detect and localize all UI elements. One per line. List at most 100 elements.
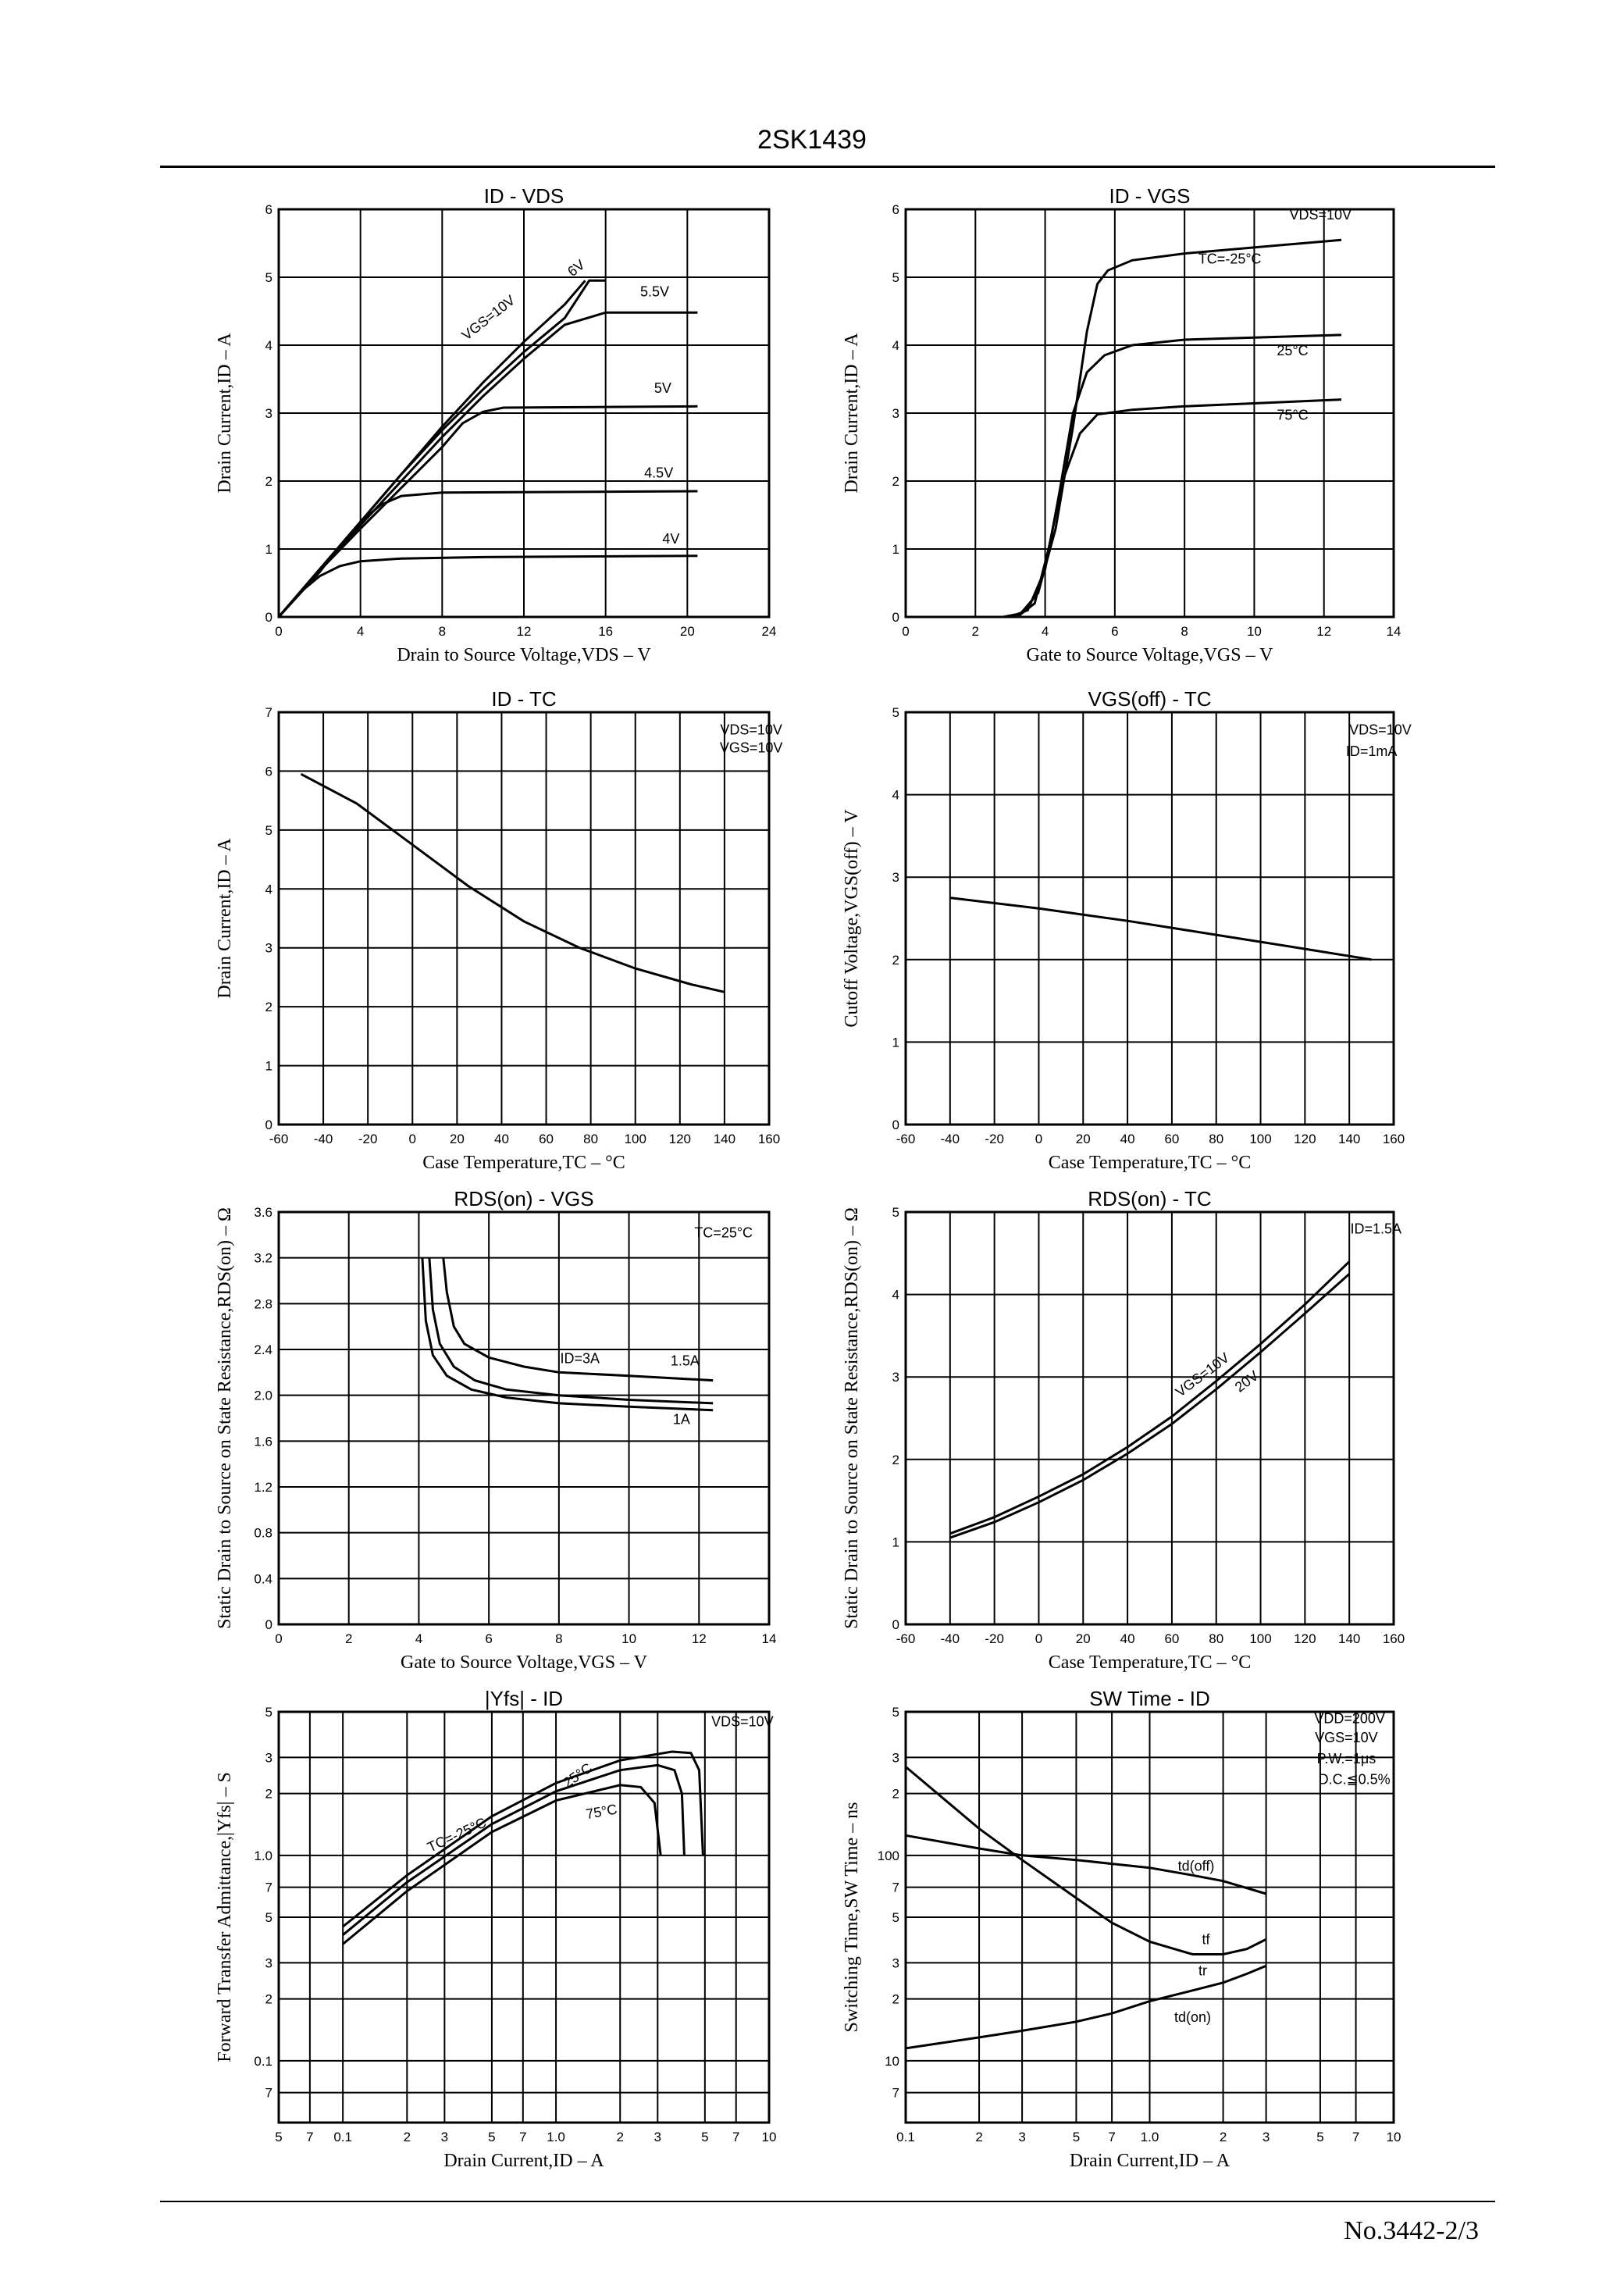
x-axis-label: Gate to Source Voltage,VGS – V <box>401 1652 648 1673</box>
y-tick-label: 6 <box>265 202 272 217</box>
y-tick-label: 0 <box>892 1617 899 1632</box>
x-tick-label: 160 <box>1383 1631 1405 1646</box>
y-axis-label: Drain Current,ID – A <box>215 838 235 999</box>
y-tick-label: 3.6 <box>254 1205 272 1220</box>
x-tick-label: 0.1 <box>333 2130 352 2144</box>
y-tick-label: 4 <box>265 338 272 353</box>
chart-title: VGS(off) - TC <box>1088 687 1212 711</box>
y-tick-label: 5 <box>265 1705 272 1720</box>
x-tick-label: 7 <box>1352 2130 1359 2144</box>
y-tick-label: 1.6 <box>254 1434 272 1449</box>
plot-frame <box>277 711 771 1126</box>
annotation-label: 25°C <box>1277 343 1308 358</box>
y-axis-label: Static Drain to Source on State Resistan… <box>215 1207 235 1629</box>
x-tick-label: 12 <box>1316 624 1331 639</box>
x-tick-label: 100 <box>1249 1132 1271 1146</box>
x-tick-label: 12 <box>517 624 532 639</box>
annotation-label: 1.5A <box>671 1353 700 1369</box>
series-line <box>342 1763 686 1936</box>
y-tick-label: 3 <box>892 870 899 885</box>
x-tick-label: 40 <box>1120 1631 1135 1646</box>
y-tick-label: 3 <box>265 1750 272 1765</box>
series-line <box>277 554 698 618</box>
annotation-label: TC=-25°C <box>1198 251 1262 267</box>
page-title: 2SK1439 <box>757 125 867 155</box>
x-tick-label: 4 <box>1042 624 1049 639</box>
plot-frame <box>277 1210 771 1626</box>
x-axis-label: Drain to Source Voltage,VDS – V <box>397 645 651 665</box>
x-tick-label: 8 <box>439 624 446 639</box>
y-tick-label: 5 <box>265 270 272 285</box>
y-tick-label: 4 <box>265 882 272 897</box>
x-tick-label: 14 <box>1387 624 1401 639</box>
y-tick-label: 5 <box>892 1205 899 1220</box>
y-tick-label: 0.1 <box>254 2054 272 2069</box>
annotation-label: VDS=10V <box>1289 207 1352 223</box>
series-line <box>342 1750 704 1928</box>
series-line <box>905 1834 1267 1895</box>
y-tick-label: 0 <box>265 610 272 625</box>
x-tick-label: -20 <box>358 1132 378 1146</box>
x-tick-label: 0.1 <box>896 2130 915 2144</box>
y-axis-label: Static Drain to Source on State Resistan… <box>842 1207 862 1629</box>
y-tick-label: 1 <box>265 1059 272 1074</box>
annotation-label: 25°C <box>561 1760 595 1791</box>
x-axis-label: Case Temperature,TC – °C <box>422 1153 625 1173</box>
annotation-label: ID=1.5A <box>1350 1221 1401 1236</box>
annotation-label: VGS=10V <box>459 292 518 343</box>
page-number: No.3442-2/3 <box>1344 2216 1479 2245</box>
annotation-label: VDS=10V <box>720 722 782 738</box>
x-tick-label: 0 <box>902 624 909 639</box>
x-tick-label: 160 <box>1383 1132 1405 1146</box>
x-tick-label: 2 <box>975 2130 982 2144</box>
x-tick-label: 40 <box>494 1132 509 1146</box>
annotation-label: 1A <box>673 1411 690 1427</box>
y-tick-label: 2.0 <box>254 1389 272 1403</box>
y-tick-label: 5 <box>265 1910 272 1925</box>
y-tick-label: 2 <box>892 474 899 489</box>
y-tick-label: 1 <box>892 1535 899 1549</box>
y-tick-label: 2 <box>265 1000 272 1014</box>
x-tick-label: 3 <box>654 2130 661 2144</box>
series-line <box>1010 333 1342 619</box>
x-axis-label: Drain Current,ID – A <box>443 2151 604 2171</box>
x-tick-label: 2 <box>345 1631 352 1646</box>
annotation-label: 75°C <box>585 1802 618 1823</box>
y-tick-label: 4 <box>892 338 899 353</box>
x-tick-label: 3 <box>1263 2130 1270 2144</box>
y-axis-label: Cutoff Voltage,VGS(off) – V <box>842 809 862 1028</box>
x-tick-label: 7 <box>519 2130 526 2144</box>
x-tick-label: 140 <box>714 1132 735 1146</box>
annotation-label: 4.5V <box>644 465 673 481</box>
chart-swtime-id: 0.1 2 3 5 7 1.0 2 3 5 7 10 7 10 2 3 5 7 100 2 3 5 SW Time - I… <box>842 1687 1401 2171</box>
x-tick-label: -40 <box>314 1132 333 1146</box>
y-axis-label: Switching Time,SW Time – ns <box>842 1802 862 2033</box>
y-tick-label: 2 <box>265 1787 272 1802</box>
annotation-label: 6V <box>564 257 588 280</box>
chart-rds-vgs: 0 2 4 6 8 10 12 14 0 0.4 0.8 1.2 1.6 2.0 2.4 2.8 3.2 3.6 R… <box>215 1187 776 1673</box>
x-tick-label: 60 <box>1164 1132 1179 1146</box>
x-tick-label: 80 <box>1209 1132 1223 1146</box>
y-tick-label: 4 <box>892 1288 899 1303</box>
y-axis-label: Forward Transfer Admittance,|Yfs| – S <box>215 1772 235 2062</box>
x-tick-label: 160 <box>758 1132 780 1146</box>
annotation-label: tf <box>1202 1931 1211 1947</box>
x-tick-label: 5 <box>1073 2130 1080 2144</box>
annotation-label: VGS=10V <box>1315 1730 1378 1745</box>
y-tick-label: 3 <box>892 1750 899 1765</box>
annotation-label: D.C.≦0.5% <box>1319 1772 1391 1788</box>
y-tick-label: 3.2 <box>254 1251 272 1266</box>
annotation-label: VDD=200V <box>1314 1711 1385 1727</box>
plot-frame <box>904 711 1395 1126</box>
y-tick-label: 5 <box>892 270 899 285</box>
y-tick-label: 2 <box>892 1453 899 1467</box>
y-tick-label: 0 <box>265 1118 272 1132</box>
x-tick-label: -60 <box>896 1631 916 1646</box>
y-tick-label: 10 <box>885 2054 899 2069</box>
annotation-label: TC=25°C <box>694 1225 753 1240</box>
plot-frame <box>277 1710 771 2124</box>
x-tick-label: 0 <box>409 1132 416 1146</box>
y-tick-label: 1 <box>892 1035 899 1050</box>
